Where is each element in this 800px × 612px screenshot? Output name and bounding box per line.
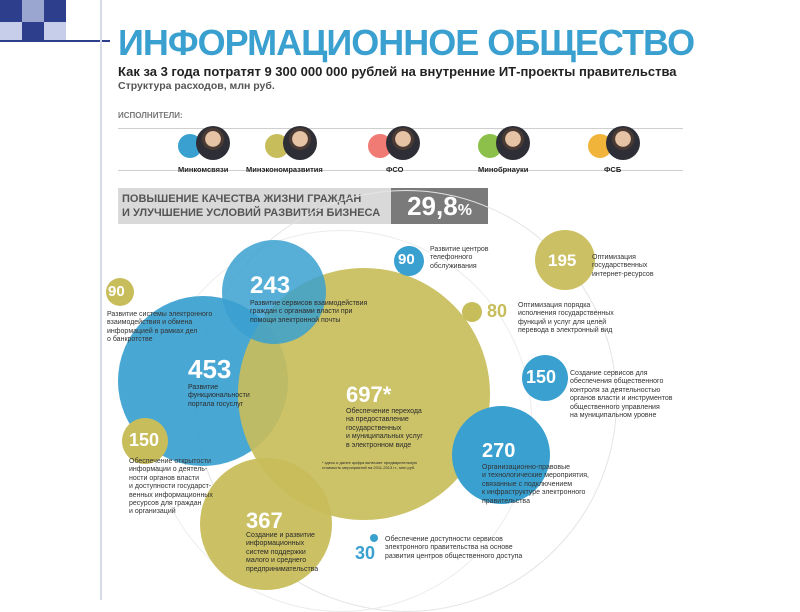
bubble-80 — [462, 302, 482, 322]
page-subtitle: Как за 3 года потратят 9 300 000 000 руб… — [118, 64, 677, 79]
left-rule — [100, 0, 102, 600]
executor-name: ФСО — [386, 165, 404, 174]
value-453: 453 — [188, 354, 232, 384]
value-367: 367 — [246, 508, 283, 533]
bubble-90-top — [394, 246, 424, 276]
label-270: Организационно-правовые и технологически… — [482, 464, 589, 505]
label-453: Развитие функциональности портала госусл… — [188, 384, 250, 408]
value-150-left: 150 — [129, 430, 160, 450]
header-rule — [0, 40, 110, 42]
value-90-left: 90 — [108, 283, 125, 300]
bubble-90-left — [106, 278, 134, 306]
label-150-left: Обеспечение открытости информации о деят… — [129, 458, 213, 516]
bubble-150-left — [122, 418, 168, 464]
portrait-icon — [606, 126, 640, 160]
bubble-270 — [452, 406, 550, 504]
portrait-icon — [196, 126, 230, 160]
value-90-top: 90 — [398, 251, 415, 268]
executor-name: Минкомсвязи — [178, 165, 229, 174]
value-243: 243 — [250, 272, 291, 299]
portrait-icon — [496, 126, 530, 160]
value-270: 270 — [482, 440, 516, 462]
bubble-243 — [222, 240, 326, 344]
value-30: 30 — [355, 543, 376, 563]
value-195: 195 — [548, 251, 577, 270]
decorative-squares — [0, 0, 110, 40]
bubble-150-right — [522, 355, 568, 401]
label-243: Развитие сервисов взаимодействия граждан… — [250, 300, 368, 324]
label-90-top: Развитие центров телефонного обслуживани… — [430, 246, 489, 270]
executor-name: Минобрнауки — [478, 165, 529, 174]
executor-name: ФСБ — [604, 165, 622, 174]
executor-name: Минэкономразвития — [246, 165, 323, 174]
footnote: * здесь и далее цифра включает предварит… — [322, 460, 417, 470]
executors-label: ИСПОЛНИТЕЛИ: — [118, 111, 183, 120]
value-697: 697* — [346, 382, 392, 407]
executors-bar: Минкомсвязи Минэкономразвития ФСО Минобр… — [118, 122, 683, 178]
value-80: 80 — [487, 301, 508, 321]
portrait-icon — [283, 126, 317, 160]
label-150-right: Создание сервисов для обеспечения общест… — [570, 370, 673, 420]
value-150-right: 150 — [526, 367, 557, 387]
label-30: Обеспечение доступности сервисов электро… — [385, 536, 523, 560]
label-195: Оптимизация государственных интернет-рес… — [592, 254, 654, 278]
page-subtitle-units: Структура расходов, млн руб. — [118, 80, 275, 92]
bubble-30 — [370, 534, 378, 542]
label-90-left: Развитие системы электронного взаимодейс… — [107, 311, 213, 344]
goal-banner-line1: ПОВЫШЕНИЕ КАЧЕСТВА ЖИЗНИ ГРАЖДАН — [122, 193, 362, 205]
bubble-367 — [200, 458, 332, 590]
label-367: Создание и развитие информационных систе… — [246, 532, 319, 573]
label-80: Оптимизация порядка исполнения государст… — [518, 302, 614, 335]
label-697: Обеспечение перехода на предоставление г… — [346, 408, 423, 449]
bubble-195 — [535, 230, 595, 290]
portrait-icon — [386, 126, 420, 160]
page-title: ИНФОРМАЦИОННОЕ ОБЩЕСТВО — [118, 22, 695, 63]
